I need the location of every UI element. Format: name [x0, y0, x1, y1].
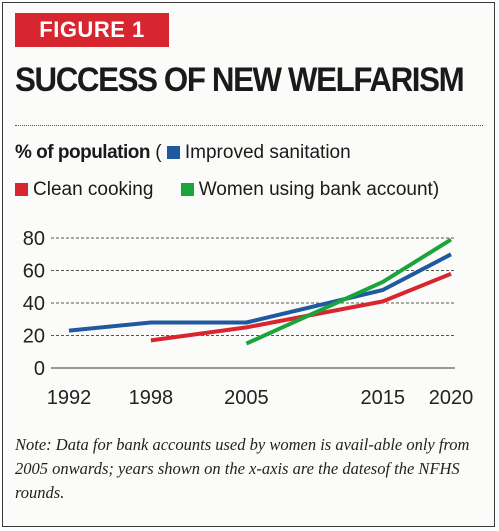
legend-swatch-bank — [180, 183, 194, 196]
legend-label-sanitation: Improved sanitation — [184, 142, 351, 163]
x-tick-label-1992: 1992 — [47, 387, 92, 409]
legend-row-2: Clean cooking Women using bank account) — [15, 179, 439, 201]
x-tick-label-2020: 2020 — [429, 387, 474, 409]
legend-swatch-sanitation — [166, 146, 180, 159]
line-chart: 0 20 40 60 80 1992 1998 2005 2015 2020 — [23, 228, 474, 409]
title-divider — [15, 125, 483, 126]
y-tick-label-0: 0 — [34, 358, 45, 380]
series-line-0 — [68, 252, 452, 333]
footnote: Note: Data for bank accounts used by wom… — [15, 435, 470, 502]
y-tick-label-20: 20 — [23, 326, 45, 348]
legend-open-paren: ( — [155, 142, 162, 163]
y-tick-label-60: 60 — [23, 261, 45, 283]
x-tick-label-1998: 1998 — [129, 387, 174, 409]
legend-swatch-cooking — [15, 183, 28, 196]
series-line-2 — [245, 237, 453, 346]
x-tick-label-2015: 2015 — [361, 387, 406, 409]
figure-frame: FIGURE 1 SUCCESS OF NEW WELFARISM % of p… — [2, 2, 495, 527]
y-tick-label-80: 80 — [23, 228, 45, 250]
chart-title: SUCCESS OF NEW WELFARISM — [15, 61, 465, 99]
legend-close-paren: ) — [432, 179, 440, 200]
x-tick-label-2005: 2005 — [224, 387, 269, 409]
figure-label: FIGURE 1 — [15, 13, 169, 47]
y-tick-label-40: 40 — [23, 293, 45, 315]
legend-row-1: % of population ( Improved sanitation — [15, 142, 351, 164]
unit-label: % of population — [15, 142, 150, 163]
series-line-1 — [150, 271, 452, 343]
legend-label-bank: Women using bank account — [198, 179, 433, 200]
legend-label-cooking: Clean cooking — [33, 179, 154, 200]
